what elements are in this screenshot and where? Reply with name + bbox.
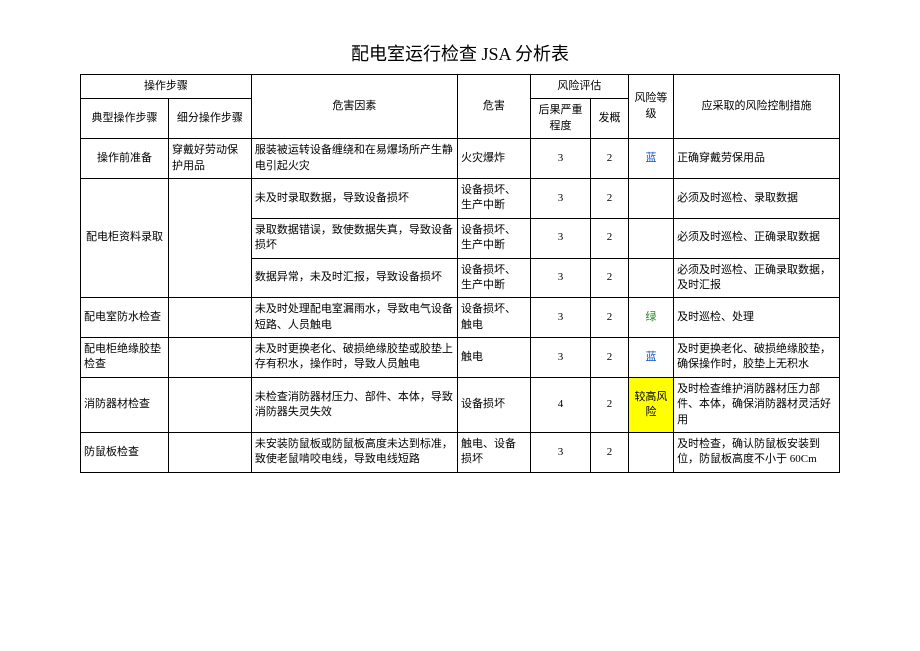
col-sub-step: 细分操作步骤: [168, 99, 251, 139]
cell-level: [628, 258, 673, 298]
cell-hazard: 未及时录取数据，导致设备损坏: [251, 178, 457, 218]
cell-severity: 3: [530, 298, 590, 338]
cell-sub: [168, 338, 251, 378]
cell-measure: 及时检查维护消防器材压力部件、本体，确保消防器材灵活好用: [674, 377, 840, 432]
cell-hazard: 未及时更换老化、破损绝缘胶垫或胶垫上存有积水，操作时，导致人员触电: [251, 338, 457, 378]
cell-harm: 触电: [457, 338, 530, 378]
cell-prob: 2: [591, 139, 629, 179]
col-level: 风险等级: [628, 75, 673, 139]
cell-severity: 3: [530, 258, 590, 298]
cell-sub: [168, 377, 251, 432]
cell-harm: 设备损坏、触电: [457, 298, 530, 338]
cell-level: 较高风险: [628, 377, 673, 432]
cell-measure: 及时检查，确认防鼠板安装到位，防鼠板高度不小于 60Cm: [674, 433, 840, 473]
cell-prob: 2: [591, 377, 629, 432]
cell-step: 操作前准备: [81, 139, 169, 179]
cell-prob: 2: [591, 178, 629, 218]
cell-harm: 设备损坏、生产中断: [457, 178, 530, 218]
cell-severity: 3: [530, 139, 590, 179]
cell-hazard: 录取数据错误，致使数据失真，导致设备损坏: [251, 218, 457, 258]
col-harm: 危害: [457, 75, 530, 139]
cell-measure: 必须及时巡检、正确录取数据: [674, 218, 840, 258]
cell-hazard: 未安装防鼠板或防鼠板高度未达到标准，致使老鼠啃咬电线，导致电线短路: [251, 433, 457, 473]
cell-harm: 设备损坏: [457, 377, 530, 432]
cell-harm: 火灾爆炸: [457, 139, 530, 179]
cell-sub: 穿戴好劳动保护用品: [168, 139, 251, 179]
cell-measure: 必须及时巡检、录取数据: [674, 178, 840, 218]
col-measure: 应采取的风险控制措施: [674, 75, 840, 139]
table-row: 配电柜资料录取 未及时录取数据，导致设备损坏 设备损坏、生产中断 3 2 必须及…: [81, 178, 840, 218]
cell-step: 配电室防水检查: [81, 298, 169, 338]
table-row: 操作前准备 穿戴好劳动保护用品 服装被运转设备缠绕和在易爆场所产生静电引起火灾 …: [81, 139, 840, 179]
cell-measure: 蓝正确穿戴劳保用品: [674, 139, 840, 179]
cell-step: 消防器材检查: [81, 377, 169, 432]
cell-prob: 2: [591, 218, 629, 258]
cell-level: 蓝正确穿戴劳保用品: [628, 139, 673, 179]
cell-measure: 及时更换老化、破损绝缘胶垫，确保操作时，胶垫上无积水: [674, 338, 840, 378]
cell-hazard: 未检查消防器材压力、部件、本体，导致消防器失灵失效: [251, 377, 457, 432]
cell-prob: 2: [591, 338, 629, 378]
cell-level: 蓝: [628, 338, 673, 378]
cell-level: [628, 178, 673, 218]
cell-sub: [168, 298, 251, 338]
cell-level: [628, 218, 673, 258]
page-title: 配电室运行检查 JSA 分析表: [80, 40, 840, 66]
header-row-1: 操作步骤 危害因素 危害 风险评估 风险等级 应采取的风险控制措施: [81, 75, 840, 99]
cell-harm: 设备损坏、生产中断: [457, 218, 530, 258]
col-risk-eval: 风险评估: [530, 75, 628, 99]
cell-step: 防鼠板检查: [81, 433, 169, 473]
table-row: 配电柜绝缘胶垫检查 未及时更换老化、破损绝缘胶垫或胶垫上存有积水，操作时，导致人…: [81, 338, 840, 378]
col-hazard: 危害因素: [251, 75, 457, 139]
table-row: 消防器材检查 未检查消防器材压力、部件、本体，导致消防器失灵失效 设备损坏 4 …: [81, 377, 840, 432]
col-prob: 发概: [591, 99, 629, 139]
cell-prob: 2: [591, 258, 629, 298]
col-step-group: 操作步骤: [81, 75, 252, 99]
cell-sub: [168, 178, 251, 297]
col-severity: 后果严重程度: [530, 99, 590, 139]
jsa-table: 操作步骤 危害因素 危害 风险评估 风险等级 应采取的风险控制措施 典型操作步骤…: [80, 74, 840, 473]
cell-step: 配电柜绝缘胶垫检查: [81, 338, 169, 378]
cell-level: 绿: [628, 298, 673, 338]
cell-severity: 3: [530, 433, 590, 473]
cell-prob: 2: [591, 433, 629, 473]
cell-severity: 4: [530, 377, 590, 432]
cell-severity: 3: [530, 338, 590, 378]
cell-step: 配电柜资料录取: [81, 178, 169, 297]
cell-measure: 及时巡检、处理: [674, 298, 840, 338]
table-row: 配电室防水检查 未及时处理配电室漏雨水，导致电气设备短路、人员触电 设备损坏、触…: [81, 298, 840, 338]
col-typical-step: 典型操作步骤: [81, 99, 169, 139]
cell-sub: [168, 433, 251, 473]
cell-prob: 2: [591, 298, 629, 338]
cell-severity: 3: [530, 178, 590, 218]
cell-severity: 3: [530, 218, 590, 258]
cell-hazard: 未及时处理配电室漏雨水，导致电气设备短路、人员触电: [251, 298, 457, 338]
cell-harm: 触电、设备损坏: [457, 433, 530, 473]
table-row: 防鼠板检查 未安装防鼠板或防鼠板高度未达到标准，致使老鼠啃咬电线，导致电线短路 …: [81, 433, 840, 473]
cell-harm: 设备损坏、生产中断: [457, 258, 530, 298]
cell-hazard: 数据异常，未及时汇报，导致设备损坏: [251, 258, 457, 298]
cell-level: [628, 433, 673, 473]
cell-hazard: 服装被运转设备缠绕和在易爆场所产生静电引起火灾: [251, 139, 457, 179]
cell-measure: 必须及时巡检、正确录取数据，及时汇报: [674, 258, 840, 298]
